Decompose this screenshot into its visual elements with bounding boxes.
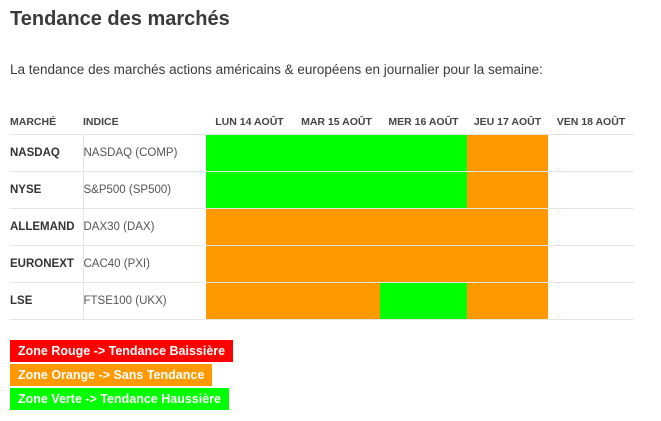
trend-cell: [293, 134, 380, 172]
header-day-wed: MER 16 AOÛT: [388, 116, 459, 128]
trend-cell: [206, 245, 293, 283]
trend-cell: [380, 134, 467, 172]
row-index: NASDAQ (COMP): [82, 134, 206, 172]
trend-cell: [293, 282, 380, 320]
row-market: NASDAQ: [10, 134, 83, 172]
trend-cell: [548, 171, 634, 209]
trend-cell: [293, 208, 380, 246]
trend-cell: [206, 134, 293, 172]
trend-cell: [548, 245, 634, 283]
trend-cell: [467, 134, 548, 172]
table-row: NYSE S&P500 (SP500): [10, 171, 634, 209]
row-index: FTSE100 (UKX): [82, 282, 206, 320]
table-row: NASDAQ NASDAQ (COMP): [10, 134, 634, 172]
table-row: ALLEMAND DAX30 (DAX): [10, 208, 634, 246]
trend-cell: [206, 171, 293, 209]
trend-cell: [548, 282, 634, 320]
header-market: MARCHÉ: [10, 116, 57, 128]
header-day-tue: MAR 15 AOÛT: [301, 116, 372, 128]
row-market: LSE: [10, 282, 83, 320]
legend-orange-zone: Zone Orange -> Sans Tendance: [10, 364, 213, 386]
row-market: NYSE: [10, 171, 83, 209]
trend-cell: [206, 208, 293, 246]
row-market: EURONEXT: [10, 245, 83, 283]
trend-cell: [548, 134, 634, 172]
legend-red-zone: Zone Rouge -> Tendance Baissière: [10, 340, 234, 362]
header-day-thu: JEU 17 AOÛT: [473, 116, 542, 128]
trend-cell: [293, 171, 380, 209]
header-day-fri: VEN 18 AOÛT: [556, 116, 626, 128]
legend-green-zone: Zone Verte -> Tendance Haussière: [10, 388, 229, 410]
table-row: LSE FTSE100 (UKX): [10, 282, 634, 320]
trend-cell: [380, 245, 467, 283]
trend-cell: [467, 245, 548, 283]
row-index: CAC40 (PXI): [82, 245, 206, 283]
trend-cell: [548, 208, 634, 246]
table-row: EURONEXT CAC40 (PXI): [10, 245, 634, 283]
legend: Zone Rouge -> Tendance Baissière Zone Or…: [10, 340, 234, 412]
trend-cell: [467, 171, 548, 209]
trend-cell: [380, 282, 467, 320]
page: Tendance des marchés La tendance des mar…: [10, 6, 650, 410]
row-index: DAX30 (DAX): [82, 208, 206, 246]
page-subtitle: La tendance des marchés actions américai…: [10, 62, 543, 77]
trend-cell: [380, 171, 467, 209]
trend-cell: [206, 282, 293, 320]
trend-cell: [467, 282, 548, 320]
table-header-row: MARCHÉ INDICE LUN 14 AOÛT MAR 15 AOÛT ME…: [10, 110, 634, 135]
trend-cell: [467, 208, 548, 246]
row-market: ALLEMAND: [10, 208, 83, 246]
header-index: INDICE: [83, 116, 119, 128]
trend-cell: [380, 208, 467, 246]
trend-cell: [293, 245, 380, 283]
trend-table: MARCHÉ INDICE LUN 14 AOÛT MAR 15 AOÛT ME…: [10, 110, 634, 320]
header-day-mon: LUN 14 AOÛT: [215, 116, 284, 128]
page-title: Tendance des marchés: [10, 8, 230, 30]
row-index: S&P500 (SP500): [82, 171, 206, 209]
